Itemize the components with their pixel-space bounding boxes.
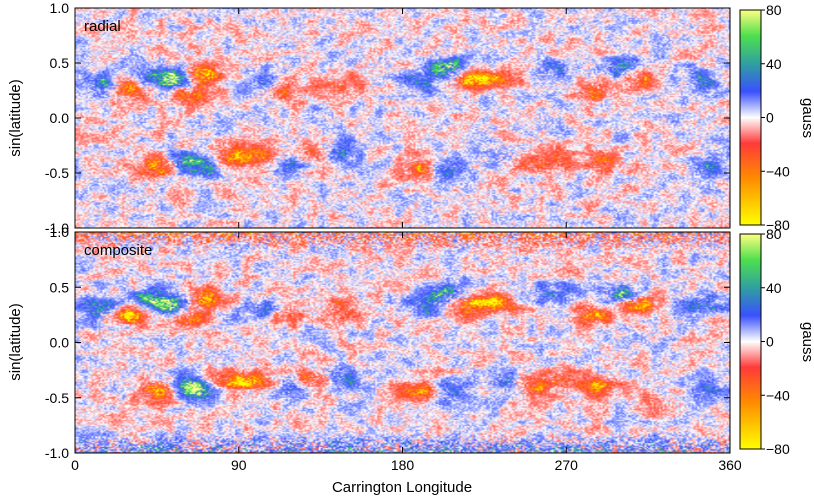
y-ticks-composite: 1.0 0.5 0.0 -0.5 -1.0 <box>45 224 730 461</box>
colorbar-tick-label: −40 <box>766 163 790 179</box>
heatmap-image-composite <box>75 232 730 453</box>
panel-composite: 0 90 180 270 360 1.0 0.5 0.0 -0.5 -1.0 composite… <box>7 224 742 496</box>
colorbar-tick-label: −80 <box>766 217 790 233</box>
colorbar-tick-label: −40 <box>766 387 790 403</box>
x-tick-label: 360 <box>718 457 742 473</box>
x-axis-label: Carrington Longitude <box>332 479 472 496</box>
x-tick-label: 180 <box>391 457 415 473</box>
x-tick-label: 270 <box>555 457 579 473</box>
colorbar-ticks-composite: 80 40 0 −40 −80 <box>761 226 790 457</box>
colorbar-tick-label: 40 <box>766 280 782 296</box>
y-tick-label: 0.0 <box>50 335 70 351</box>
colorbar-tick-label: 0 <box>766 110 774 126</box>
y-ticks-radial: 1.0 0.5 0.0 -0.5 -1.0 <box>45 0 730 236</box>
y-tick-label: 0.0 <box>50 110 70 126</box>
colorbar-tick-label: −80 <box>766 441 790 457</box>
x-tick-label: 90 <box>231 457 247 473</box>
colorbar-gradient-composite <box>739 233 762 450</box>
colorbar-tick-label: 80 <box>766 2 782 18</box>
y-tick-label: 0.5 <box>50 279 70 295</box>
panel-label-composite: composite <box>84 242 152 259</box>
colorbar-gradient-radial <box>739 9 762 226</box>
colorbar-tick-label: 80 <box>766 226 782 242</box>
x-ticks-composite: 0 90 180 270 360 <box>71 232 742 473</box>
x-tick-label: 0 <box>71 457 79 473</box>
y-tick-label: 1.0 <box>50 224 70 240</box>
y-tick-label: 0.5 <box>50 55 70 71</box>
y-axis-label-composite: sin(latitude) <box>7 303 24 381</box>
colorbar-ticks-radial: 80 40 0 −40 −80 <box>761 2 790 233</box>
y-axis-label-radial: sin(latitude) <box>7 79 24 157</box>
heatmap-image-radial <box>75 8 730 228</box>
colorbar-tick-label: 0 <box>766 334 774 350</box>
colorbar-radial: 80 40 0 −40 −80 gauss <box>739 2 814 233</box>
y-tick-label: -1.0 <box>45 445 69 461</box>
y-tick-label: 1.0 <box>50 0 70 16</box>
y-tick-label: -0.5 <box>45 390 69 406</box>
colorbar-label-composite: gauss <box>799 322 814 362</box>
x-ticks-radial <box>74 8 731 228</box>
colorbar-composite: 80 40 0 −40 −80 gauss <box>739 226 814 457</box>
colorbar-tick-label: 40 <box>766 56 782 72</box>
panel-label-radial: radial <box>84 18 121 35</box>
colorbar-label-radial: gauss <box>799 98 814 138</box>
y-tick-label: -1.0 <box>45 220 69 236</box>
y-tick-label: -0.5 <box>45 165 69 181</box>
panel-radial: 1.0 0.5 0.0 -0.5 -1.0 radial sin(latitude) <box>7 0 731 236</box>
